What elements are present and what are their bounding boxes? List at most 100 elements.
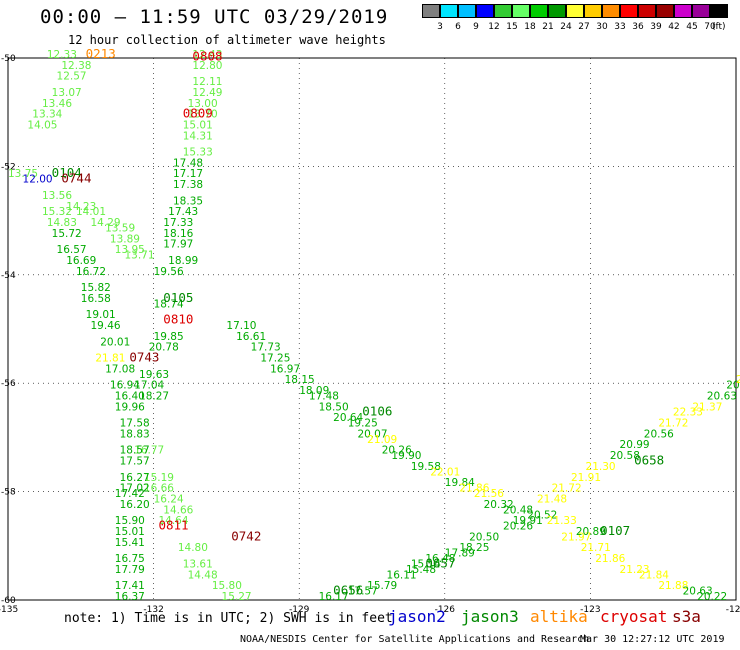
swh-value: 19.84 [445, 477, 475, 489]
color-scale-tick: 6 [455, 22, 461, 32]
swh-value: 14.29 [91, 217, 121, 229]
swh-value: 16.77 [134, 445, 164, 457]
swh-value: 13.71 [124, 250, 154, 262]
swh-value: 13.75 [8, 168, 38, 180]
swh-value: 21.33 [547, 515, 577, 527]
color-scale-tick: 36 [632, 22, 644, 32]
color-scale-swatch [476, 4, 494, 18]
swh-value: 17.38 [173, 179, 203, 191]
swh-value: 22 [736, 374, 740, 386]
color-scale-swatch [620, 4, 638, 18]
swh-value: 14.80 [178, 542, 208, 554]
lon-tick-label: -129 [289, 605, 310, 615]
swh-value: 16.24 [154, 493, 184, 505]
swh-value: 12.11 [192, 76, 222, 88]
swh-value: 21.86 [595, 553, 625, 565]
swh-value: 17.97 [163, 239, 193, 251]
swh-value: 16.75 [115, 553, 145, 565]
swh-value: 17.10 [226, 320, 256, 332]
swh-value: 20.32 [484, 499, 514, 511]
lon-tick-label: -132 [143, 605, 163, 615]
swh-value: 12.33 [47, 49, 77, 61]
swh-value: 16.48 [425, 553, 455, 565]
swh-value: 18.50 [319, 401, 349, 413]
swh-value: 21.48 [537, 493, 567, 505]
swh-value: 19.90 [391, 450, 421, 462]
color-scale-swatch [494, 4, 512, 18]
pass-time-label: 0811 [158, 518, 188, 533]
swh-value: 16.20 [120, 499, 150, 511]
swh-value: 15.27 [222, 591, 252, 603]
color-scale-tick: 30 [596, 22, 608, 32]
swh-value: 17.25 [260, 353, 290, 365]
color-scale-swatch [674, 4, 692, 18]
swh-value: 14.48 [188, 569, 218, 581]
swh-value: 20.56 [644, 428, 674, 440]
color-scale-tick: 45 [686, 22, 698, 32]
swh-value: 14.31 [183, 130, 213, 142]
swh-value: 21.23 [620, 564, 650, 576]
swh-value: 18.74 [154, 298, 184, 310]
swh-value: 20.48 [503, 504, 533, 516]
pass-time-label: 0743 [129, 350, 159, 365]
swh-value: 15.32 [42, 206, 72, 218]
swh-value: 15.41 [115, 537, 145, 549]
swh-value: 17.73 [251, 342, 281, 354]
swh-value: 17.33 [163, 217, 193, 229]
color-scale-tick: 27 [578, 22, 590, 32]
swh-value: 20.58 [610, 450, 640, 462]
swh-value: 13.70 [188, 109, 218, 121]
lon-tick-label: -120 [726, 605, 740, 615]
swh-value: 17.57 [348, 586, 378, 598]
swh-value: 21.86 [459, 483, 489, 495]
swh-value: 20.01 [100, 336, 130, 348]
color-scale-swatch [530, 4, 548, 18]
swh-value: 22.01 [430, 466, 460, 478]
swh-value: 18.25 [459, 542, 489, 554]
swh-value: 19.25 [348, 418, 378, 430]
swh-value: 13.46 [42, 98, 72, 110]
figure-title: 00:00 – 11:59 UTC 03/29/2019 [40, 6, 389, 28]
swh-value: 17.48 [309, 390, 339, 402]
pass-time-label: 0744 [61, 171, 91, 186]
color-scale-swatch [710, 4, 728, 18]
swh-value: 18.99 [168, 255, 198, 267]
swh-value: 14.05 [27, 119, 57, 131]
swh-value: 18.57 [120, 445, 150, 457]
color-scale-tick: 39 [650, 22, 662, 32]
swh-value: 20.26 [503, 521, 533, 533]
swh-value: 16.11 [387, 569, 417, 581]
graticule [8, 58, 736, 600]
swh-value: 20.22 [697, 591, 727, 603]
units-note: note: 1) Time is in UTC; 2) SWH is in fe… [64, 611, 393, 626]
satellite-legend-jason3: jason3 [461, 607, 519, 626]
color-scale-tick: 21 [542, 22, 554, 32]
pass-time-label: 0105 [163, 290, 193, 305]
swh-value: 21.09 [367, 434, 397, 446]
swh-value: 16.72 [76, 266, 106, 278]
lon-tick-label: -123 [580, 605, 600, 615]
swh-value: 13.56 [42, 190, 72, 202]
swh-value: 12.49 [192, 87, 222, 99]
swh-value: 13.61 [183, 558, 213, 570]
satellite-legend-s3a: s3a [672, 607, 701, 626]
lat-tick-label: -52 [1, 162, 16, 172]
color-scale-swatch [656, 4, 674, 18]
swh-value: 17.58 [120, 418, 150, 430]
swh-value: 21.97 [561, 531, 591, 543]
swh-value: 20.62 [726, 380, 740, 392]
swh-value: 17.48 [173, 157, 203, 169]
pass-time-label: 0656 [333, 583, 363, 598]
swh-value: 19.91 [513, 515, 543, 527]
swh-value: 16.61 [236, 331, 266, 343]
swh-value: 17.41 [115, 580, 145, 592]
color-scale-tick: 15 [506, 22, 518, 32]
swh-value: 15.01 [183, 119, 213, 131]
swh-value: 20.52 [527, 510, 557, 522]
swh-value: 21.81 [95, 353, 125, 365]
swh-value: 12.43 [192, 49, 222, 61]
swh-value: 12.80 [192, 60, 222, 72]
satellite-legend-altika: altika [530, 607, 588, 626]
lat-tick-label: -56 [1, 379, 16, 389]
